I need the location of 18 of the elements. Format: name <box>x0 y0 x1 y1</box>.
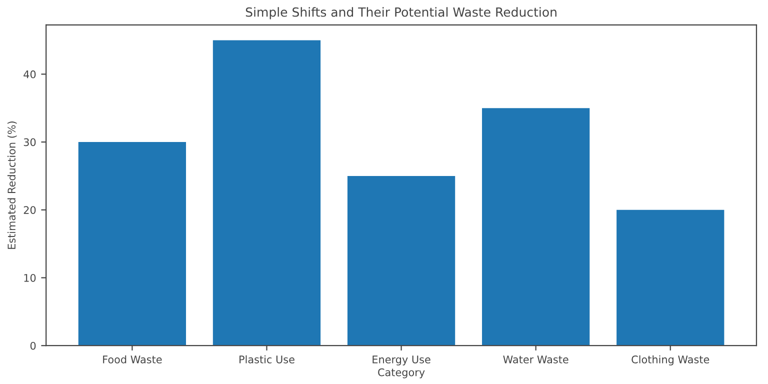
y-tick-label: 30 <box>24 138 36 146</box>
bar <box>482 108 590 346</box>
y-tick-label: 0 <box>30 342 36 350</box>
bar <box>347 176 456 346</box>
y-axis-title: Estimated Reduction (%) <box>7 122 17 249</box>
bar <box>616 210 724 346</box>
x-axis-title: Category <box>378 368 425 378</box>
y-tick-label: 20 <box>24 206 36 214</box>
chart-title: Simple Shifts and Their Potential Waste Reduction <box>246 7 556 20</box>
bar <box>78 142 186 346</box>
y-tick-label: 10 <box>24 274 36 282</box>
y-tick-label: 40 <box>24 70 36 78</box>
bar <box>212 40 321 346</box>
x-tick-label: Plastic Use <box>240 355 294 364</box>
x-tick-label: Clothing Waste <box>632 355 710 366</box>
x-tick-label: Energy Use <box>372 356 430 366</box>
x-tick-label: Water Waste <box>503 356 568 364</box>
x-tick-label: Food Waste <box>103 355 162 364</box>
